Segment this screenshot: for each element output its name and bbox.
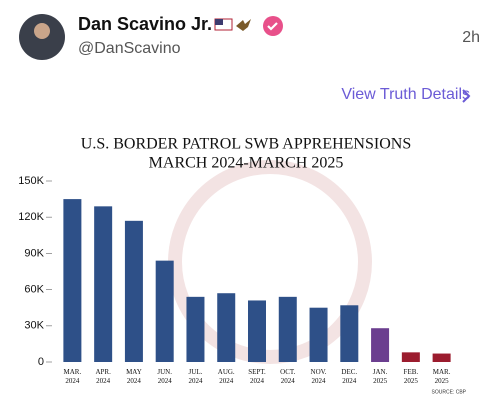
x-tick-label: FEB. 2025: [404, 368, 419, 385]
chart-subtitle: MARCH 2024-MARCH 2025: [149, 155, 344, 172]
x-tick-label: JUL. 2024: [188, 368, 203, 385]
chart: U.S. BORDER PATROL SWB APPREHENSIONS MARC…: [18, 136, 466, 396]
bar: [124, 220, 143, 362]
x-tick-label: DEC. 2024: [341, 368, 357, 385]
timestamp: 2h: [462, 29, 480, 46]
bar: [278, 296, 297, 362]
x-tick-label: SEPT. 2024: [248, 368, 266, 385]
x-tick-label: MAY 2024: [126, 368, 142, 385]
bar: [401, 352, 420, 362]
source-note: SOURCE: CBP: [432, 389, 467, 395]
view-details-link[interactable]: View Truth Details: [341, 86, 470, 103]
bar: [94, 206, 113, 362]
y-tick-label: 0: [38, 356, 44, 368]
y-tick-label: 90K: [24, 247, 44, 259]
x-tick-label: MAR. 2024: [64, 368, 82, 385]
avatar-face: [34, 23, 50, 39]
y-tick-label: 150K: [18, 175, 44, 187]
x-tick-label: MAR. 2025: [433, 368, 451, 385]
bar: [186, 296, 205, 362]
x-tick-label: APR. 2024: [95, 368, 111, 385]
bar: [217, 293, 236, 362]
y-tick-label: 60K: [24, 284, 44, 296]
bar: [371, 328, 390, 362]
bar: [432, 353, 451, 362]
watermark: [168, 160, 372, 364]
x-tick-label: AUG. 2024: [218, 368, 235, 385]
chevron[interactable]: [462, 89, 471, 103]
verified-check: [267, 22, 278, 31]
display-name[interactable]: Dan Scavino Jr.: [78, 14, 213, 34]
y-tick-label: 120K: [18, 211, 44, 223]
bar: [63, 199, 82, 362]
bar: [340, 305, 359, 362]
handle[interactable]: @DanScavino: [78, 40, 181, 57]
x-tick-label: JAN. 2025: [373, 368, 388, 385]
x-tick-label: JUN. 2024: [157, 368, 172, 385]
bar: [155, 260, 174, 362]
x-tick-label: OCT. 2024: [280, 368, 295, 385]
eagle-icon: [236, 19, 251, 31]
y-tick-label: 30K: [24, 320, 44, 332]
x-tick-label: NOV. 2024: [311, 368, 327, 385]
flag-canton: [215, 19, 223, 25]
chart-title: U.S. BORDER PATROL SWB APPREHENSIONS: [81, 136, 411, 153]
bar: [309, 307, 328, 362]
bar: [248, 300, 266, 362]
